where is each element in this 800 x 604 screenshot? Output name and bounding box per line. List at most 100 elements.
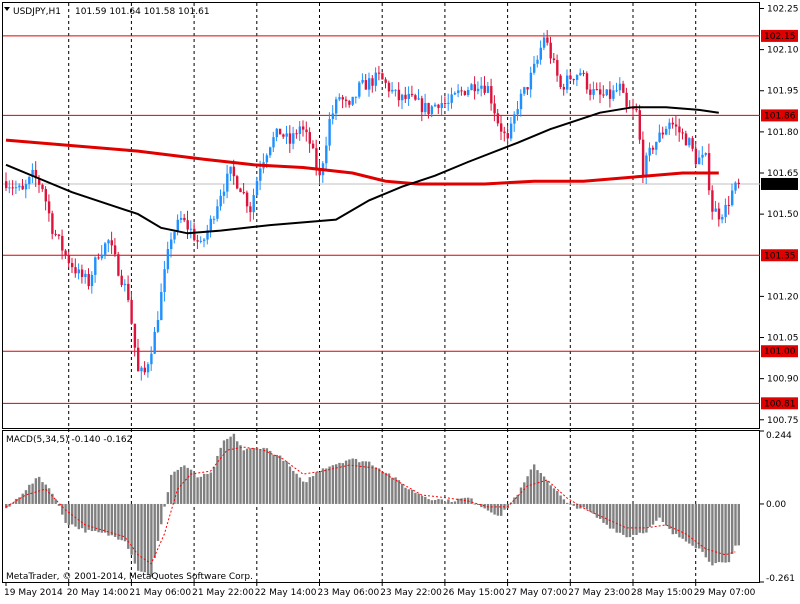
candle-body — [44, 189, 47, 202]
candle-body — [467, 89, 470, 96]
macd-bar — [724, 503, 727, 563]
candle-body — [219, 195, 222, 207]
candle-body — [641, 139, 645, 177]
price-tick-label: 101.20 — [767, 292, 799, 302]
macd-bar — [24, 490, 28, 504]
candle-body — [572, 79, 575, 81]
candle-body — [137, 347, 140, 372]
candle-body — [463, 91, 467, 96]
macd-bar — [331, 465, 335, 504]
macd-bar — [245, 448, 249, 504]
macd-bar — [632, 503, 635, 535]
macd-bar — [684, 503, 688, 542]
macd-bar — [519, 487, 523, 504]
macd-bar — [668, 503, 671, 529]
candle-body — [338, 97, 341, 100]
macd-bar — [387, 473, 391, 504]
macd-bar — [265, 448, 269, 504]
candle-body — [113, 245, 117, 255]
macd-bar — [526, 476, 529, 504]
candle-body — [694, 148, 698, 165]
macd-histogram — [5, 433, 740, 577]
macd-bar — [127, 503, 130, 549]
triangle-down-icon[interactable] — [4, 7, 10, 11]
macd-bar — [401, 483, 404, 504]
macd-bar — [335, 464, 338, 504]
macd-bar — [87, 503, 90, 530]
macd-bar — [295, 473, 298, 504]
candle-body — [661, 132, 665, 135]
macd-bar — [661, 503, 665, 523]
macd-bar — [473, 503, 476, 505]
candle-body — [11, 187, 14, 189]
macd-bar — [31, 483, 34, 504]
candle-body — [41, 184, 44, 190]
macd-bar — [193, 472, 196, 504]
macd-bar — [255, 447, 259, 504]
price-panel-frame — [2, 2, 760, 429]
time-tick-label: 27 May 23:00 — [568, 588, 630, 598]
horizontal-levels[interactable] — [3, 35, 760, 404]
macd-bar — [410, 489, 414, 504]
time-axis: 19 May 2014 20 May 14:00 21 May 06:00 21 Ma… — [4, 582, 756, 598]
macd-signal-path — [5, 446, 736, 565]
macd-bar — [120, 503, 123, 541]
candle-body — [480, 85, 483, 89]
macd-bar — [500, 503, 503, 516]
macd-bar — [275, 454, 278, 504]
macd-bar — [585, 503, 589, 510]
macd-bar — [196, 477, 199, 504]
macd-bar — [358, 462, 361, 504]
macd-bar — [394, 477, 397, 504]
macd-bar — [219, 447, 222, 504]
macd-bar — [622, 503, 625, 535]
candle-body — [519, 93, 523, 110]
candle-body — [166, 249, 170, 270]
candle-body — [437, 104, 440, 108]
candle-body — [236, 176, 239, 189]
candle-body — [358, 82, 361, 97]
candle-body — [252, 195, 255, 213]
macd-bar — [209, 472, 212, 504]
level-label-bg — [761, 345, 798, 358]
macd-bar — [711, 503, 714, 566]
macd-bar — [153, 503, 156, 559]
candle-body — [476, 88, 480, 92]
candle-body — [203, 239, 206, 241]
candle-body — [407, 93, 410, 99]
candle-body — [533, 63, 536, 73]
macd-bar — [236, 441, 239, 504]
candle-body — [655, 141, 658, 150]
macd-bar — [21, 493, 24, 504]
macd-bar — [34, 478, 38, 504]
macd-bar — [575, 503, 579, 509]
macd-bar — [90, 503, 94, 532]
macd-bar — [417, 493, 420, 504]
macd-bar — [8, 503, 11, 507]
candle-body — [351, 96, 354, 105]
macd-bar — [51, 493, 54, 504]
candle-body — [67, 255, 71, 264]
candle-body — [278, 128, 282, 135]
macd-bar — [212, 466, 216, 504]
candle-body — [302, 126, 305, 130]
price-tick-label: 101.95 — [767, 87, 799, 97]
candle-body — [585, 73, 589, 90]
macd-bar — [688, 503, 691, 544]
macd-bar — [549, 485, 552, 504]
macd-bar — [635, 503, 638, 535]
candle-body — [285, 133, 288, 137]
candle-body — [298, 126, 302, 134]
candle-body — [410, 93, 414, 96]
macd-bar — [156, 503, 160, 541]
macd-bar — [480, 503, 483, 508]
candle-body — [490, 86, 493, 104]
macd-bar — [189, 469, 193, 504]
candle-body — [734, 182, 737, 191]
macd-bar — [242, 450, 245, 504]
macd-bar — [315, 472, 318, 504]
candle-body — [678, 126, 681, 133]
candle-body — [87, 273, 90, 287]
